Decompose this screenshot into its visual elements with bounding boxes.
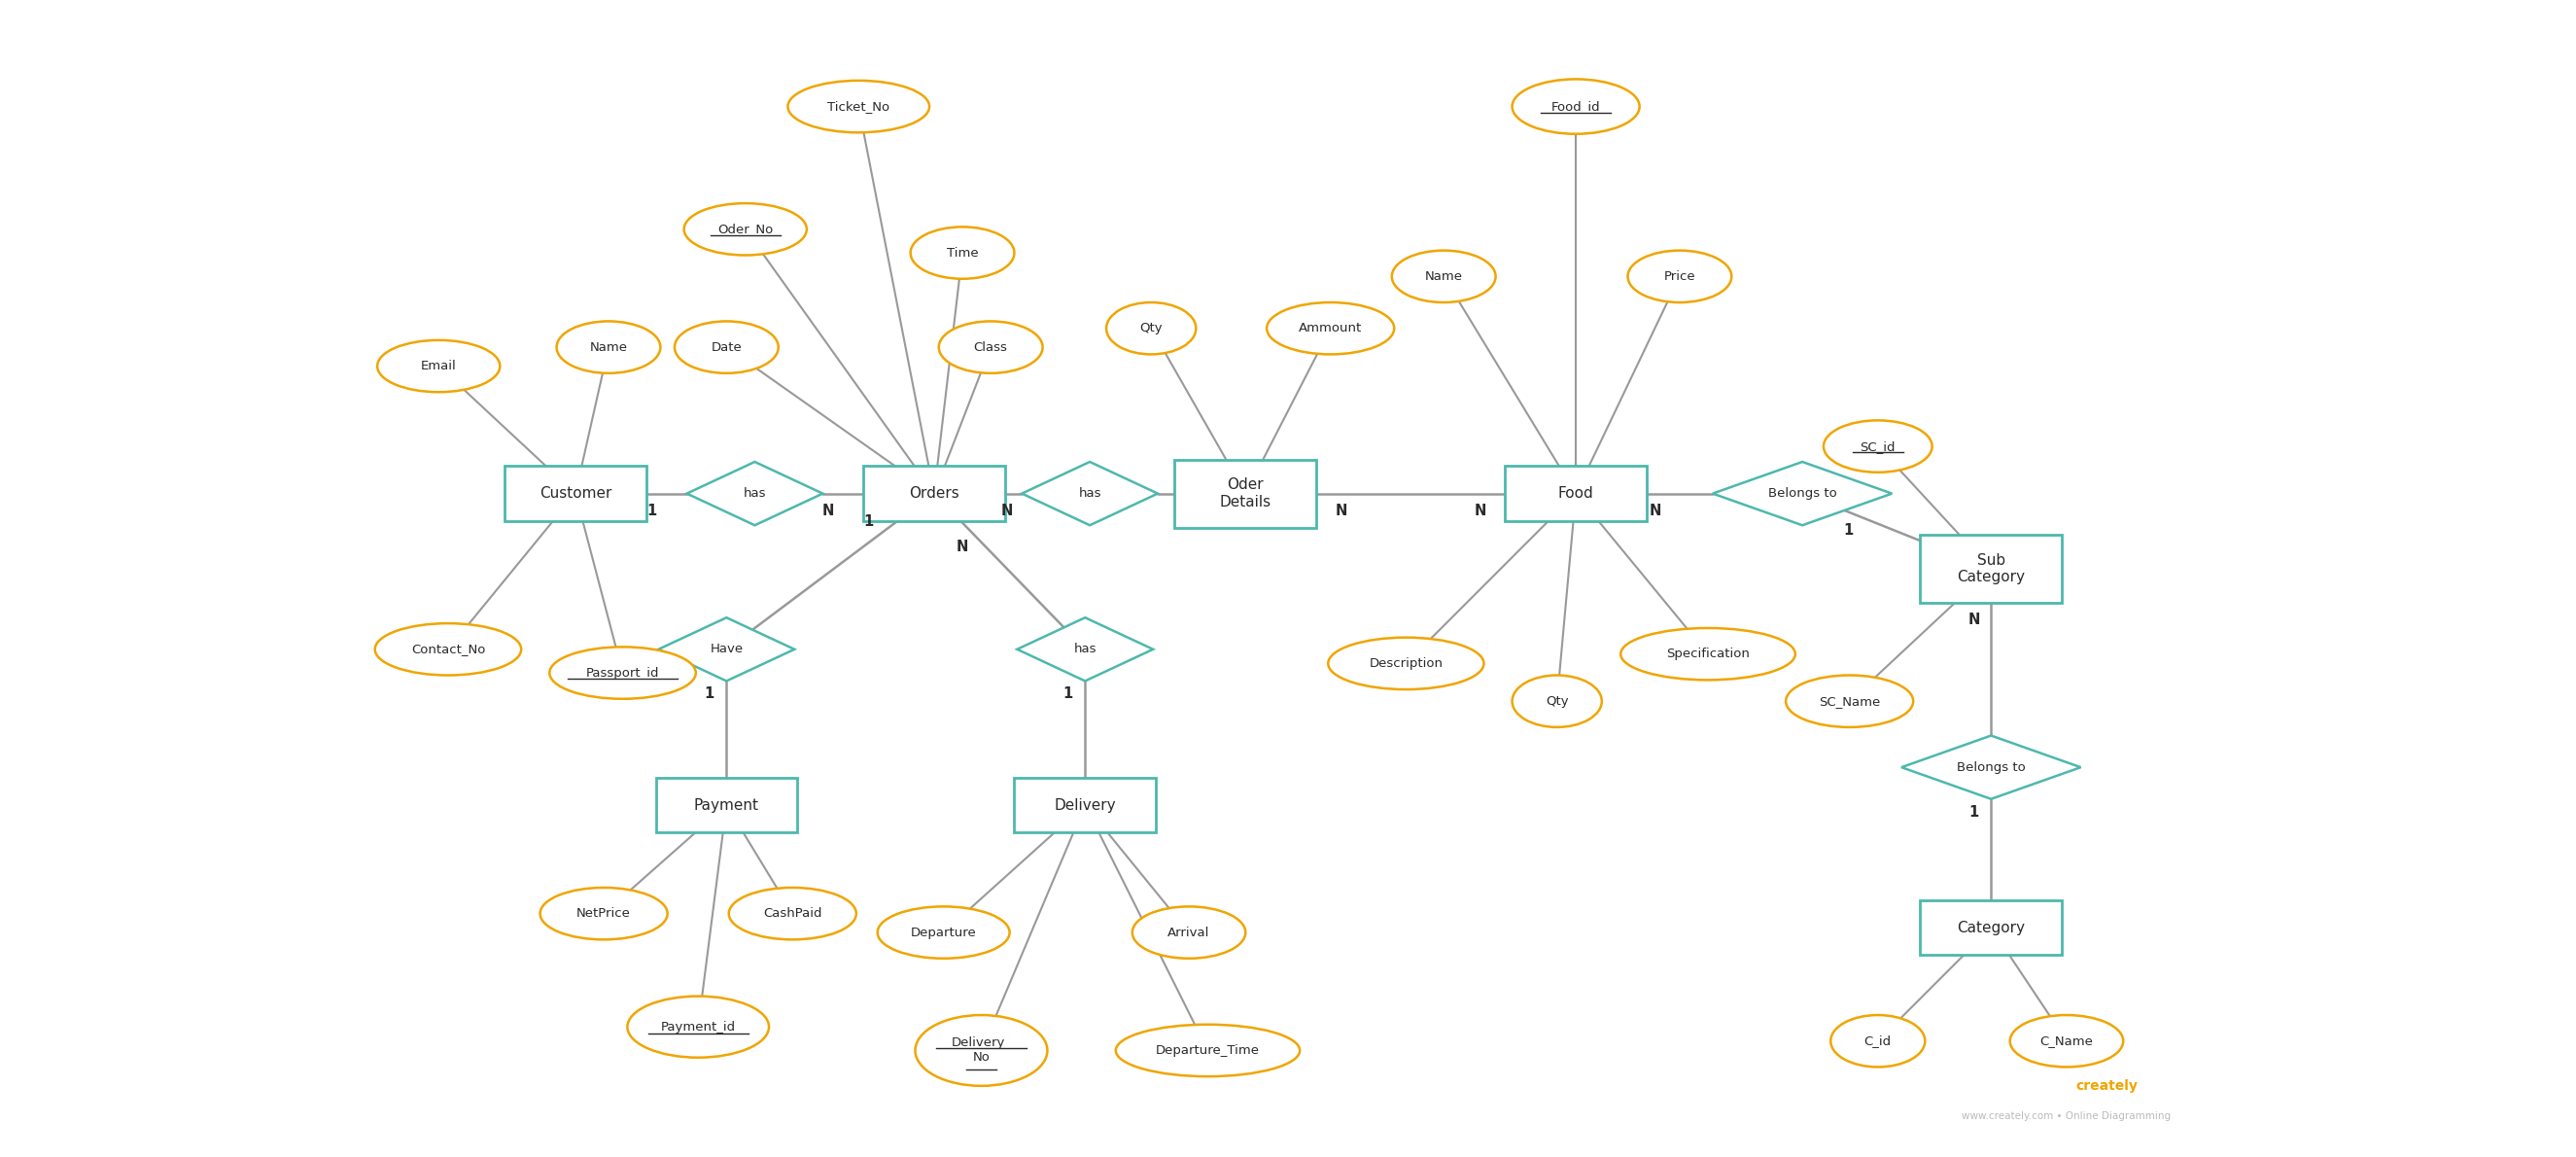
Text: Description: Description (1368, 657, 1443, 670)
Text: 1: 1 (863, 514, 873, 529)
Text: has: has (1074, 643, 1097, 656)
Text: N: N (822, 503, 835, 518)
Ellipse shape (376, 624, 520, 676)
Text: Departure: Departure (909, 926, 976, 938)
Text: Belongs to: Belongs to (1767, 487, 1837, 500)
Text: Food: Food (1558, 486, 1595, 501)
Text: Name: Name (590, 341, 629, 354)
Ellipse shape (556, 322, 659, 374)
Text: 1: 1 (1064, 686, 1074, 701)
Polygon shape (688, 462, 822, 525)
Text: Oder_No: Oder_No (719, 223, 773, 236)
Text: Delivery_
No: Delivery_ No (951, 1037, 1012, 1064)
Ellipse shape (1133, 907, 1247, 958)
Ellipse shape (938, 322, 1043, 374)
Text: Payment: Payment (693, 798, 760, 812)
Ellipse shape (1785, 676, 1914, 727)
Text: N: N (1473, 503, 1486, 518)
Text: Orders: Orders (909, 486, 958, 501)
Ellipse shape (909, 227, 1015, 279)
Text: SC_Name: SC_Name (1819, 695, 1880, 708)
Ellipse shape (675, 322, 778, 374)
Ellipse shape (2009, 1015, 2123, 1067)
Text: Date: Date (711, 341, 742, 354)
FancyBboxPatch shape (505, 466, 647, 521)
Text: Class: Class (974, 341, 1007, 354)
Ellipse shape (376, 340, 500, 392)
Ellipse shape (1115, 1024, 1301, 1076)
Ellipse shape (1512, 79, 1638, 134)
Text: Price: Price (1664, 270, 1695, 282)
Text: Category: Category (1958, 921, 2025, 935)
Ellipse shape (1267, 302, 1394, 354)
Polygon shape (1901, 736, 2081, 799)
FancyBboxPatch shape (657, 778, 796, 832)
Ellipse shape (541, 887, 667, 939)
Ellipse shape (1105, 302, 1195, 354)
Ellipse shape (1832, 1015, 1924, 1067)
Text: Time: Time (945, 246, 979, 259)
Text: Ammount: Ammount (1298, 322, 1363, 334)
Ellipse shape (685, 204, 806, 256)
Text: has: has (1079, 487, 1100, 500)
Text: N: N (1002, 503, 1012, 518)
Text: has: has (744, 487, 765, 500)
Ellipse shape (629, 996, 770, 1057)
Text: Qty: Qty (1139, 322, 1162, 334)
Text: C_id: C_id (1865, 1034, 1891, 1047)
Text: NetPrice: NetPrice (577, 907, 631, 920)
Text: 1: 1 (1968, 805, 1978, 819)
Text: C_Name: C_Name (2040, 1034, 2094, 1047)
FancyBboxPatch shape (1504, 466, 1646, 521)
Text: Payment_id: Payment_id (659, 1020, 737, 1033)
Text: 1: 1 (647, 503, 657, 518)
Ellipse shape (878, 907, 1010, 958)
Ellipse shape (549, 647, 696, 699)
Ellipse shape (729, 887, 855, 939)
Text: Arrival: Arrival (1167, 926, 1211, 938)
Text: Departure_Time: Departure_Time (1157, 1044, 1260, 1056)
Text: N: N (1968, 613, 1981, 627)
Text: Contact_No: Contact_No (412, 643, 484, 656)
Ellipse shape (1512, 676, 1602, 727)
Text: N: N (956, 539, 969, 554)
Text: Email: Email (420, 360, 456, 373)
Text: Food_id: Food_id (1551, 101, 1600, 113)
Text: 1: 1 (703, 686, 714, 701)
Text: Customer: Customer (538, 486, 611, 501)
Text: www.creately.com • Online Diagramming: www.creately.com • Online Diagramming (1960, 1112, 2172, 1121)
FancyBboxPatch shape (1015, 778, 1157, 832)
FancyBboxPatch shape (1919, 900, 2061, 956)
Text: Qty: Qty (1546, 695, 1569, 708)
Polygon shape (1023, 462, 1157, 525)
Text: SC_id: SC_id (1860, 440, 1896, 452)
FancyBboxPatch shape (1175, 459, 1316, 528)
Text: Oder
Details: Oder Details (1218, 478, 1273, 509)
Text: Have: Have (711, 643, 742, 656)
Polygon shape (1713, 462, 1891, 525)
Text: Delivery: Delivery (1054, 798, 1115, 812)
Text: creately: creately (2076, 1079, 2138, 1093)
Polygon shape (659, 618, 793, 681)
Ellipse shape (1628, 250, 1731, 302)
Text: 1: 1 (1842, 523, 1852, 537)
Text: Ticket_No: Ticket_No (827, 101, 889, 113)
Text: Belongs to: Belongs to (1958, 761, 2025, 774)
Ellipse shape (1329, 638, 1484, 690)
Text: N: N (1649, 503, 1662, 518)
FancyBboxPatch shape (1919, 535, 2061, 603)
Text: N: N (1334, 503, 1347, 518)
Text: Name: Name (1425, 270, 1463, 282)
Text: CashPaid: CashPaid (762, 907, 822, 920)
Ellipse shape (788, 81, 930, 133)
Ellipse shape (1824, 420, 1932, 472)
Text: Specification: Specification (1667, 648, 1749, 661)
Ellipse shape (1620, 628, 1795, 680)
Ellipse shape (914, 1015, 1048, 1086)
Polygon shape (1018, 618, 1154, 681)
Ellipse shape (1391, 250, 1497, 302)
Text: Sub
Category: Sub Category (1958, 553, 2025, 584)
Text: Passport_id: Passport_id (585, 666, 659, 679)
FancyBboxPatch shape (863, 466, 1005, 521)
